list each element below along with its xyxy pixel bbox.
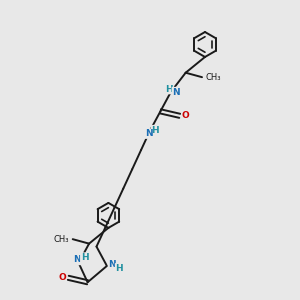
Text: CH₃: CH₃ bbox=[206, 73, 221, 82]
Text: H: H bbox=[152, 126, 159, 135]
Text: H: H bbox=[116, 264, 123, 273]
Text: N: N bbox=[145, 129, 152, 138]
Text: O: O bbox=[58, 273, 66, 282]
Text: N: N bbox=[108, 260, 116, 269]
Text: N: N bbox=[74, 256, 81, 265]
Text: O: O bbox=[182, 111, 190, 120]
Text: CH₃: CH₃ bbox=[54, 235, 69, 244]
Text: N: N bbox=[172, 88, 180, 97]
Text: H: H bbox=[166, 85, 173, 94]
Text: H: H bbox=[81, 253, 88, 262]
